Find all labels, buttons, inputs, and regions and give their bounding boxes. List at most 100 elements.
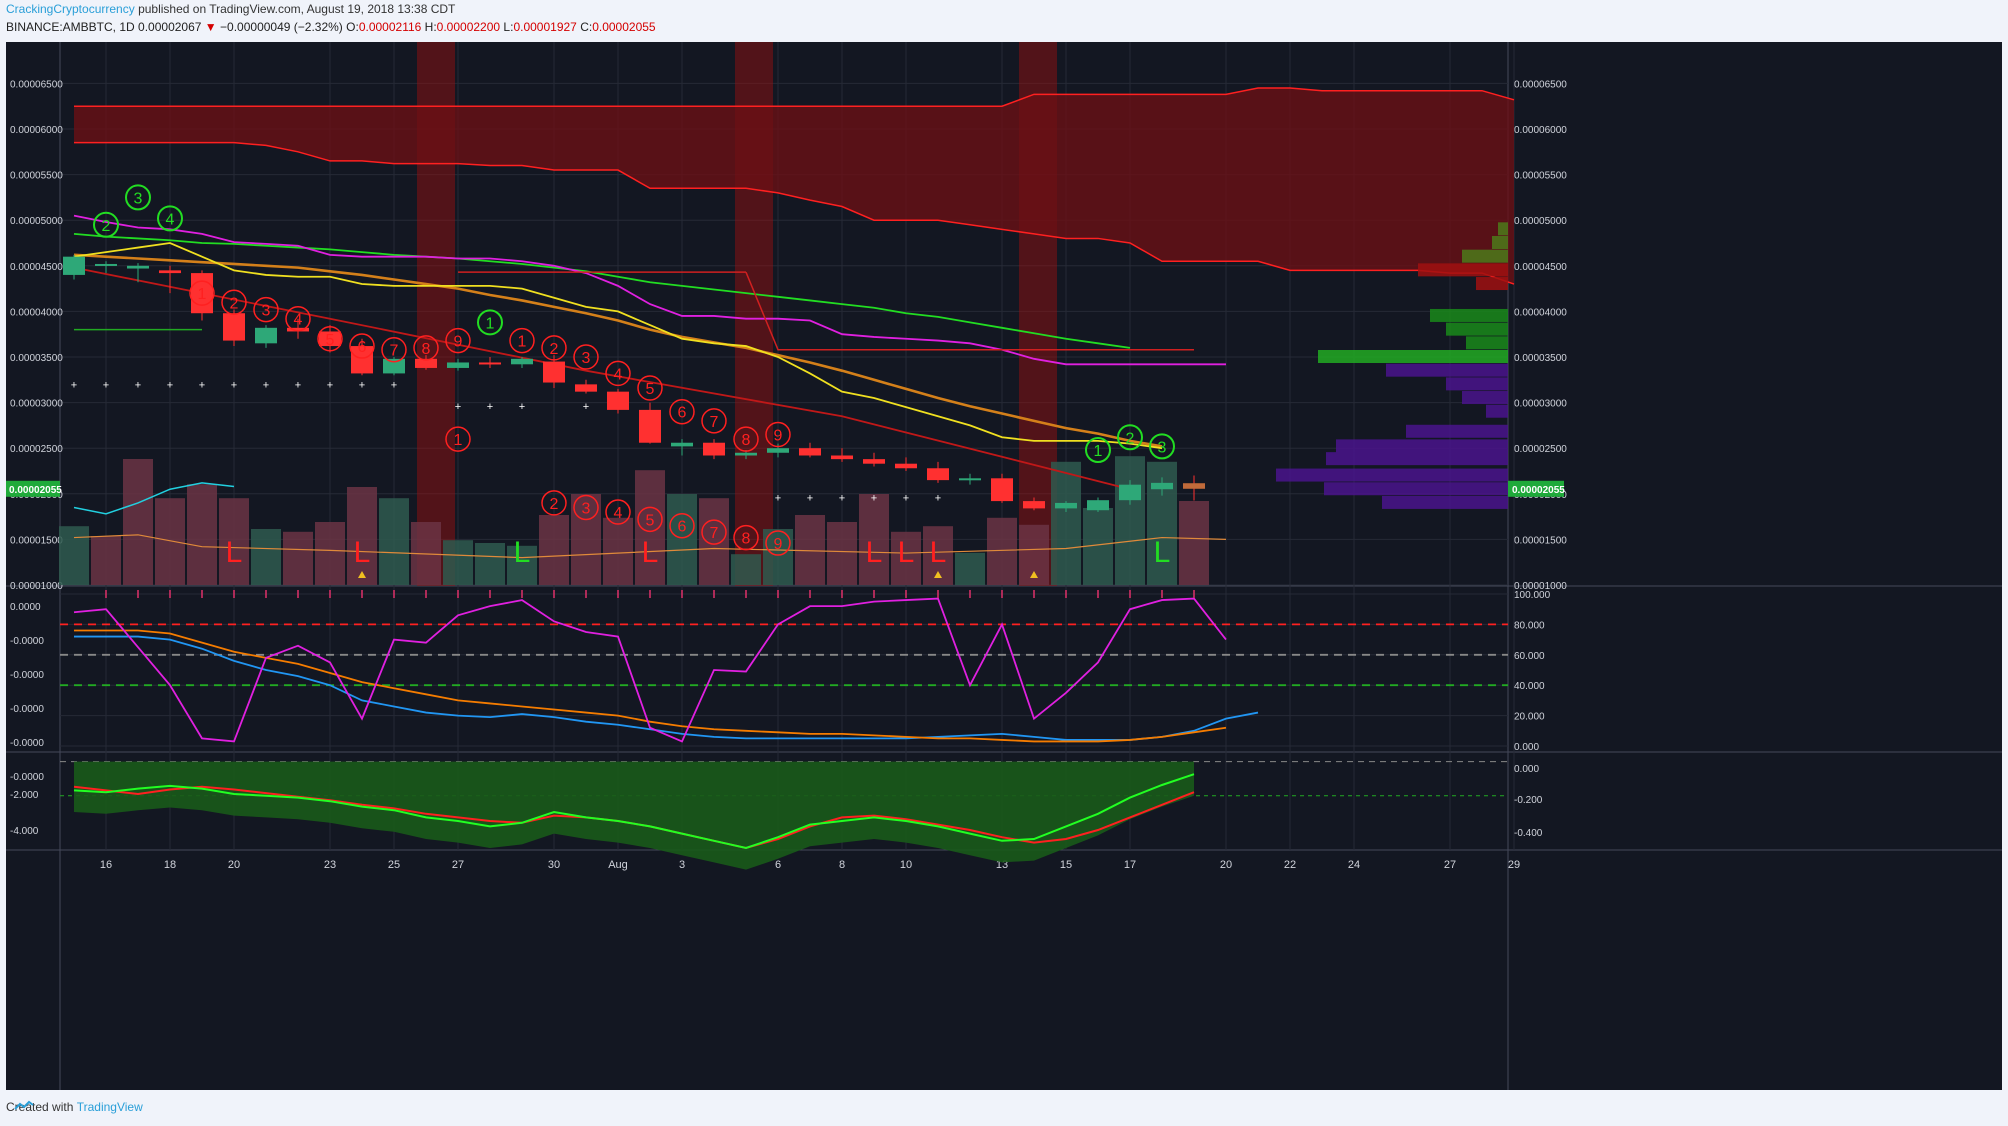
candle-body [639, 409, 661, 443]
time-tick-label: 27 [452, 859, 464, 871]
price-tick-label-left: 0.00001000 [10, 581, 63, 592]
open-value: 0.00002116 [358, 20, 422, 34]
trail-marker: + [935, 492, 941, 504]
trail-marker: + [295, 379, 301, 391]
green-count-circle [477, 309, 503, 336]
volume-bar [539, 515, 569, 585]
signal-L-label: L [354, 536, 371, 569]
macd-blue-line [74, 635, 1259, 741]
price-tick-label-left: 0.00006500 [10, 79, 63, 90]
osc-tick-label-left: -0.0000 [10, 704, 44, 715]
warning-triangle-icon [934, 571, 942, 579]
volume-profile-bar [1446, 322, 1508, 336]
volume-bar [699, 498, 729, 585]
trail-marker: + [871, 492, 877, 504]
green-count-label: 3 [1158, 439, 1167, 456]
price-tick-label-left: 0.00004000 [10, 307, 63, 318]
red-count-label: 3 [582, 500, 591, 517]
volume-bar [443, 540, 473, 585]
signal-L-label: L [642, 536, 659, 569]
volume-bar [283, 531, 313, 585]
trail-marker: + [903, 492, 909, 504]
volume-bar [91, 536, 121, 585]
red-count-circle [445, 327, 471, 354]
stoch-magenta-line [73, 597, 1227, 743]
author-link[interactable]: CrackingCryptocurrency [6, 2, 135, 16]
volume-bar [507, 545, 537, 585]
red-count-label: 5 [646, 512, 655, 529]
ichimoku-lower-line [74, 141, 1515, 285]
lower-tick-label-left: -2.000 [10, 790, 39, 801]
green-count-label: 3 [134, 190, 143, 207]
volume-bar [475, 543, 505, 585]
candle-body [511, 358, 533, 365]
candle-body [799, 448, 821, 456]
stoch-tick-label-right: 0.000 [1514, 742, 1539, 753]
trail-marker: + [391, 379, 397, 391]
green-count-label: 2 [102, 218, 111, 235]
time-tick-label: 8 [839, 859, 845, 871]
price-tick-label-right: 0.00006500 [1514, 79, 1567, 90]
tradingview-link[interactable]: TradingView [76, 1100, 143, 1114]
volume-profile-bar [1446, 377, 1508, 391]
chart-frame[interactable]: 0.00006500 0.00006500 0.00006000 0.00006000… [6, 42, 2002, 1090]
osc-tick-label-left: -0.0000 [10, 670, 44, 681]
volume-bar [1051, 461, 1081, 585]
price-change: −0.00000049 (−2.32%) [220, 20, 343, 34]
red-count-label: 1 [198, 286, 207, 303]
red-count-circle [605, 499, 631, 525]
tradingview-logo-icon [14, 1100, 34, 1110]
volume-profile-bar [1418, 263, 1508, 277]
trail-marker: + [135, 379, 141, 391]
candle-body [607, 391, 629, 410]
red-count-label: 9 [774, 428, 783, 445]
time-tick-label: 20 [1220, 859, 1232, 871]
trail-marker: + [199, 379, 205, 391]
candle-body [575, 384, 597, 392]
price-tick-label-right: 0.00002500 [1514, 444, 1567, 455]
red-count-label: 6 [678, 519, 687, 536]
volume-bar [987, 517, 1017, 585]
red-count-label: 4 [614, 505, 623, 522]
price-tick-label-left: 0.00004500 [10, 262, 63, 273]
volume-bar [603, 517, 633, 585]
current-price-left-text: 0.00002055 [9, 485, 62, 496]
close-value: 0.00002055 [592, 20, 656, 34]
trail-marker: + [455, 401, 461, 413]
trail-marker: + [327, 379, 333, 391]
candle-body [415, 358, 437, 368]
red-count-label: 1 [454, 432, 463, 449]
price-tick-label-right: 0.00001500 [1514, 535, 1567, 546]
red-count-label: 8 [742, 432, 751, 449]
volume-bar [315, 522, 345, 585]
red-count-label: 9 [454, 334, 463, 351]
candle-body [447, 362, 469, 368]
red-count-circle [381, 336, 407, 363]
red-count-circle [573, 344, 599, 370]
down-triangle-icon: ▼ [204, 20, 217, 34]
lower-tick-label-right: -0.400 [1514, 828, 1543, 839]
green-count-circle [1085, 437, 1111, 464]
candle-body [1183, 483, 1205, 489]
candle-body [1087, 500, 1109, 511]
low-value: 0.00001927 [513, 20, 577, 34]
trail-marker: + [807, 492, 813, 504]
osc-tick-label-left: -0.0000 [10, 772, 44, 783]
time-tick-label: 30 [548, 859, 560, 871]
price-tick-label-right: 0.00004000 [1514, 307, 1567, 318]
red-count-circle [349, 333, 375, 359]
volume-bar [1115, 456, 1145, 585]
time-tick-label: 29 [1508, 859, 1520, 871]
volume-bar [59, 526, 89, 585]
candle-body [959, 478, 981, 481]
time-tick-label: Aug [608, 859, 628, 871]
red-count-label: 9 [774, 536, 783, 553]
time-tick-label: 20 [228, 859, 240, 871]
lower-green-area [74, 761, 1194, 870]
candle-body [127, 265, 149, 269]
green-count-label: 4 [166, 211, 175, 228]
time-tick-label: 27 [1444, 859, 1456, 871]
chart-canvas[interactable]: 0.00006500 0.00006500 0.00006000 0.00006000… [6, 42, 2002, 1090]
red-count-label: 2 [550, 341, 559, 358]
volume-profile-bar [1386, 363, 1508, 377]
